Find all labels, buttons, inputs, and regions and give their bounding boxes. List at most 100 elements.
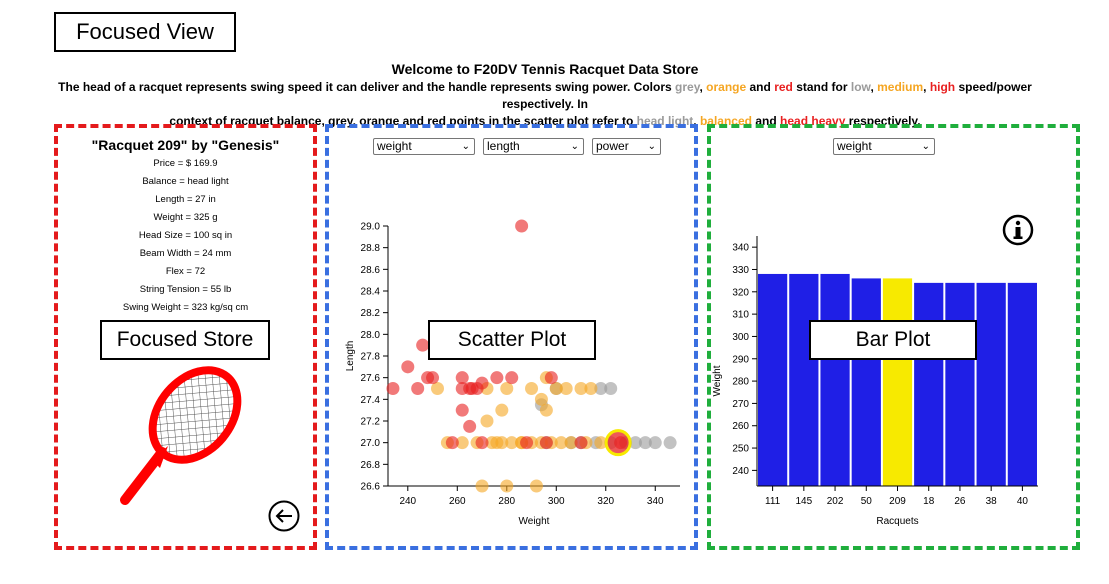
data-point (421, 371, 435, 385)
data-point (401, 360, 415, 374)
data-point (648, 436, 662, 450)
x-axis-label: Weight (519, 516, 550, 527)
x-axis-label: Racquets (876, 516, 918, 527)
data-point (445, 436, 459, 450)
y-tick-label: 310 (732, 310, 749, 321)
x-tick-label: 280 (498, 496, 515, 507)
data-point (416, 338, 430, 352)
data-point (495, 403, 509, 417)
x-tick-label: 38 (986, 496, 998, 507)
y-tick-label: 28.8 (361, 243, 381, 254)
data-point (574, 436, 588, 450)
data-point (505, 436, 519, 450)
focused-view-label: Focused View (54, 12, 236, 52)
y-tick-label: 270 (732, 399, 749, 410)
x-tick-label: 209 (889, 496, 906, 507)
y-tick-label: 27.4 (361, 395, 381, 406)
x-tick-label: 202 (827, 496, 844, 507)
data-point (465, 382, 479, 395)
bar-plot-label: Bar Plot (809, 320, 977, 360)
data-point (490, 371, 504, 385)
data-point (490, 436, 504, 450)
x-tick-label: 26 (954, 496, 966, 507)
scatter-y-select[interactable]: length ⌄ (483, 138, 584, 155)
y-tick-label: 28.4 (361, 287, 381, 298)
bar-metric-select[interactable]: weight ⌄ (833, 138, 935, 155)
bar (976, 282, 1006, 486)
data-point (594, 436, 608, 450)
bar (914, 282, 944, 486)
page-description: The head of a racquet represents swing s… (58, 80, 1032, 128)
y-tick-label: 290 (732, 354, 749, 365)
bar (1007, 282, 1037, 486)
data-point (386, 382, 400, 395)
data-point (594, 382, 608, 395)
y-tick-label: 260 (732, 421, 749, 432)
scatter-x-select[interactable]: weight ⌄ (373, 138, 475, 155)
data-point (411, 382, 425, 395)
bar (945, 282, 975, 486)
focused-store-panel (54, 124, 317, 550)
data-point (534, 392, 548, 406)
data-point (455, 436, 469, 450)
data-point (475, 376, 489, 390)
data-point (475, 436, 489, 450)
x-tick-label: 111 (765, 496, 781, 507)
info-circle-icon[interactable] (1000, 212, 1036, 248)
y-tick-label: 300 (732, 332, 749, 343)
bar (758, 273, 788, 486)
y-tick-label: 26.8 (361, 460, 381, 471)
y-tick-label: 26.6 (361, 482, 381, 493)
scatter-plot-label: Scatter Plot (428, 320, 596, 360)
x-tick-label: 240 (399, 496, 416, 507)
data-point (559, 382, 573, 395)
bar (789, 273, 819, 486)
y-tick-label: 280 (732, 377, 749, 388)
page-title: Welcome to F20DV Tennis Racquet Data Sto… (391, 61, 699, 77)
x-tick-label: 320 (597, 496, 614, 507)
data-point (515, 219, 529, 233)
data-point (529, 479, 543, 493)
store-weight: Weight = 325 g (153, 212, 218, 223)
data-point (584, 382, 598, 395)
x-tick-label: 340 (647, 496, 664, 507)
focused-store-label: Focused Store (100, 320, 270, 360)
store-swing-weight: Swing Weight = 323 kg/sq cm (122, 302, 249, 313)
scatter-color-select[interactable]: power ⌄ (592, 138, 661, 155)
data-point (500, 479, 514, 493)
data-point (554, 436, 568, 450)
y-tick-label: 330 (732, 265, 749, 276)
data-point (638, 436, 652, 450)
data-point (455, 403, 469, 417)
store-balance: Balance = head light (142, 176, 229, 187)
data-point (455, 371, 469, 385)
store-string-tension: String Tension = 55 lb (139, 284, 232, 295)
data-point (539, 403, 553, 417)
bar (851, 278, 881, 486)
y-axis-label: Length (345, 341, 356, 372)
y-tick-label: 240 (732, 466, 749, 477)
data-point (544, 371, 558, 385)
tennis-racquet-icon (120, 366, 242, 505)
y-tick-label: 28.2 (361, 308, 381, 319)
x-tick-label: 18 (923, 496, 935, 507)
store-head-size: Head Size = 100 sq in (138, 230, 233, 241)
y-tick-label: 27.8 (361, 352, 381, 363)
data-point (455, 382, 469, 395)
y-tick-label: 340 (732, 243, 749, 254)
x-tick-label: 145 (795, 496, 812, 507)
data-point (663, 436, 677, 450)
data-point (539, 436, 553, 450)
y-tick-label: 27.0 (361, 438, 381, 449)
highlighted-point (604, 429, 632, 457)
x-tick-label: 50 (861, 496, 873, 507)
y-tick-label: 29.0 (361, 222, 381, 233)
arrow-left-circle-icon[interactable] (267, 499, 301, 533)
x-tick-label: 300 (548, 496, 565, 507)
data-point (525, 382, 539, 395)
store-flex: Flex = 72 (165, 266, 206, 277)
data-point (500, 382, 514, 395)
data-point (520, 436, 534, 450)
data-point (549, 382, 563, 395)
data-point (475, 479, 489, 493)
